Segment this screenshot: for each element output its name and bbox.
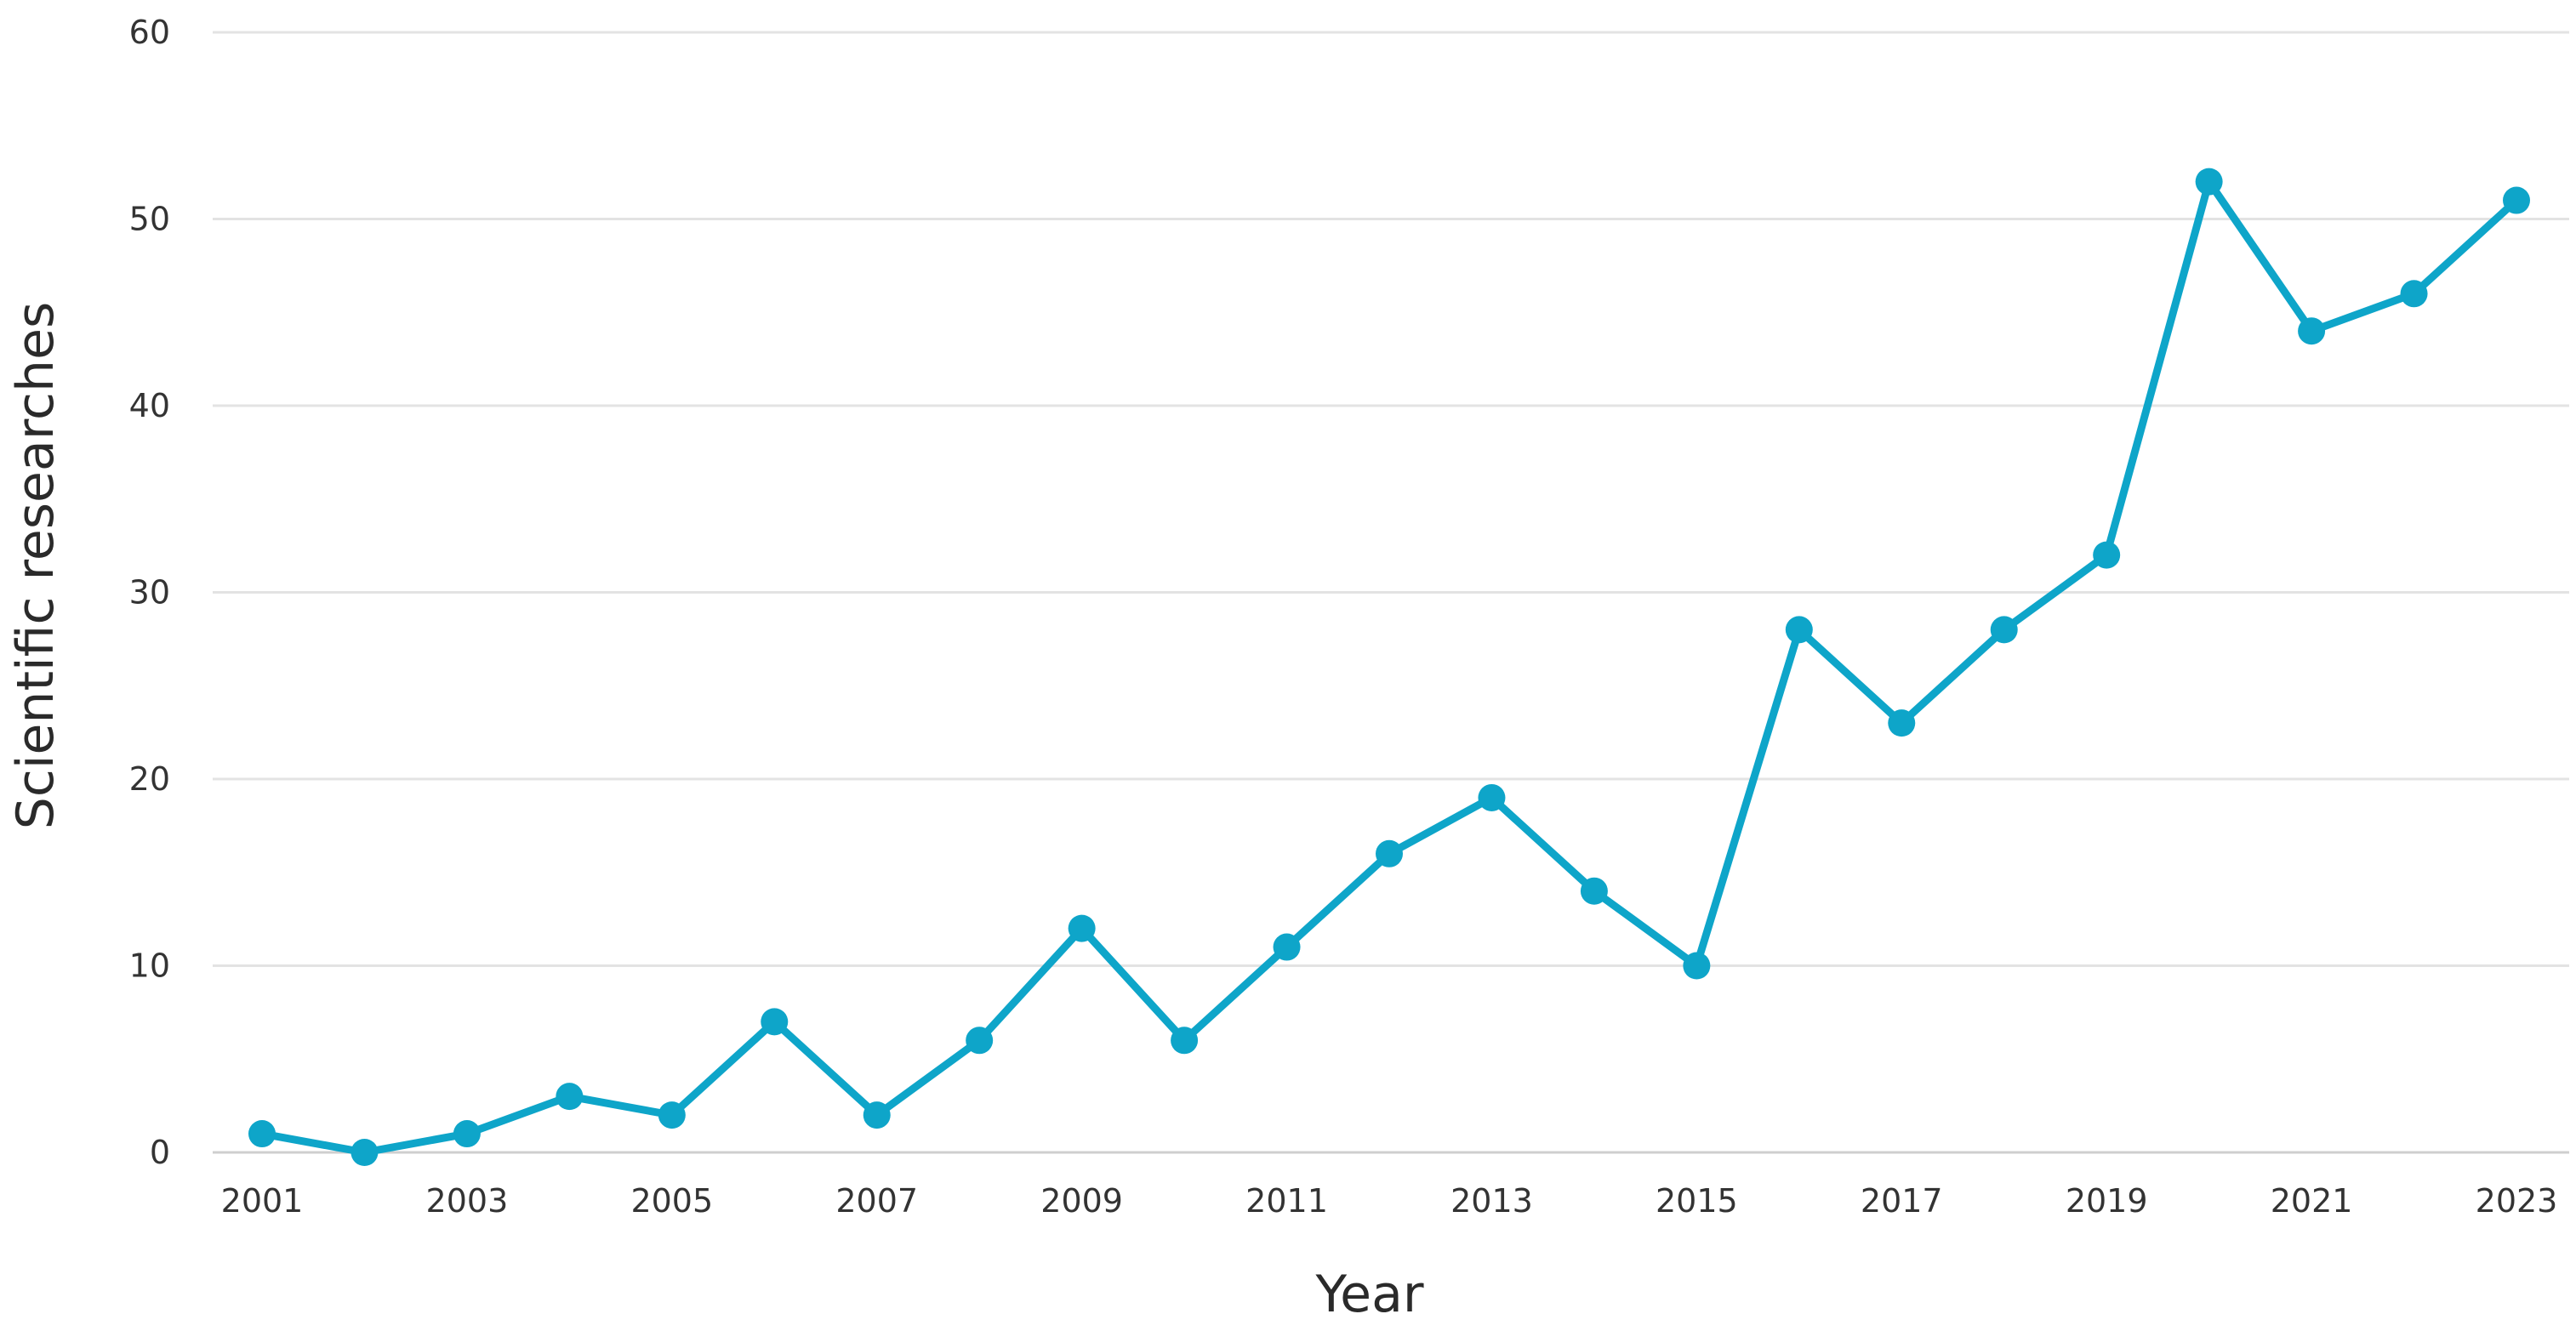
y-tick-label: 0 [150,1134,170,1171]
data-point-2013[interactable] [1478,783,1506,811]
x-tick-label: 2009 [1040,1182,1123,1220]
x-tick-label: 2013 [1450,1182,1533,1220]
data-point-2002[interactable] [350,1139,379,1166]
y-axis-title: Scientific researches [6,302,66,829]
x-tick-label: 2017 [1861,1182,1943,1220]
y-tick-label: 50 [129,201,170,238]
x-tick-label: 2019 [2066,1182,2148,1220]
x-tick-label: 2001 [221,1182,304,1220]
y-tick-label: 60 [129,14,170,51]
y-tick-label: 40 [129,387,170,424]
data-point-2023[interactable] [2503,186,2530,214]
data-point-2010[interactable] [1171,1027,1199,1055]
x-tick-label: 2005 [630,1182,713,1220]
y-tick-label: 30 [129,574,170,611]
data-point-2012[interactable] [1376,839,1403,867]
x-tick-label: 2011 [1245,1182,1328,1220]
data-point-2015[interactable] [1683,952,1711,980]
x-axis-ticks: 2001 2003 2005 2007 2009 2011 2013 2015 2017 2019… [221,1182,2558,1220]
data-point-2007[interactable] [863,1101,891,1129]
data-point-2014[interactable] [1580,877,1608,905]
y-axis-ticks: 0 10 20 30 40 50 60 [129,14,170,1171]
data-point-2018[interactable] [1990,616,2018,644]
data-point-2022[interactable] [2400,280,2428,308]
data-point-2017[interactable] [1888,709,1916,737]
series-line [258,178,2521,1157]
x-tick-label: 2003 [426,1182,509,1220]
x-tick-label: 2015 [1656,1182,1738,1220]
data-point-2005[interactable] [658,1101,686,1129]
x-tick-label: 2023 [2476,1182,2558,1220]
data-point-2004[interactable] [556,1083,584,1111]
data-point-2006[interactable] [761,1008,789,1036]
y-tick-label: 10 [129,947,170,985]
data-point-2019[interactable] [2093,541,2121,569]
data-point-2021[interactable] [2298,317,2326,345]
data-point-2008[interactable] [966,1027,994,1055]
data-point-2011[interactable] [1273,933,1301,961]
x-axis-title: Year [1314,1265,1423,1324]
data-point-2016[interactable] [1785,616,1813,644]
data-point-2003[interactable] [453,1120,481,1148]
data-point-2020[interactable] [2195,168,2223,196]
y-tick-label: 20 [129,760,170,798]
x-tick-label: 2007 [835,1182,918,1220]
x-tick-label: 2021 [2271,1182,2353,1220]
data-point-2001[interactable] [248,1120,276,1148]
series-layer [248,168,2530,1166]
grid-lines [213,31,2569,1154]
data-point-2009[interactable] [1068,914,1096,942]
